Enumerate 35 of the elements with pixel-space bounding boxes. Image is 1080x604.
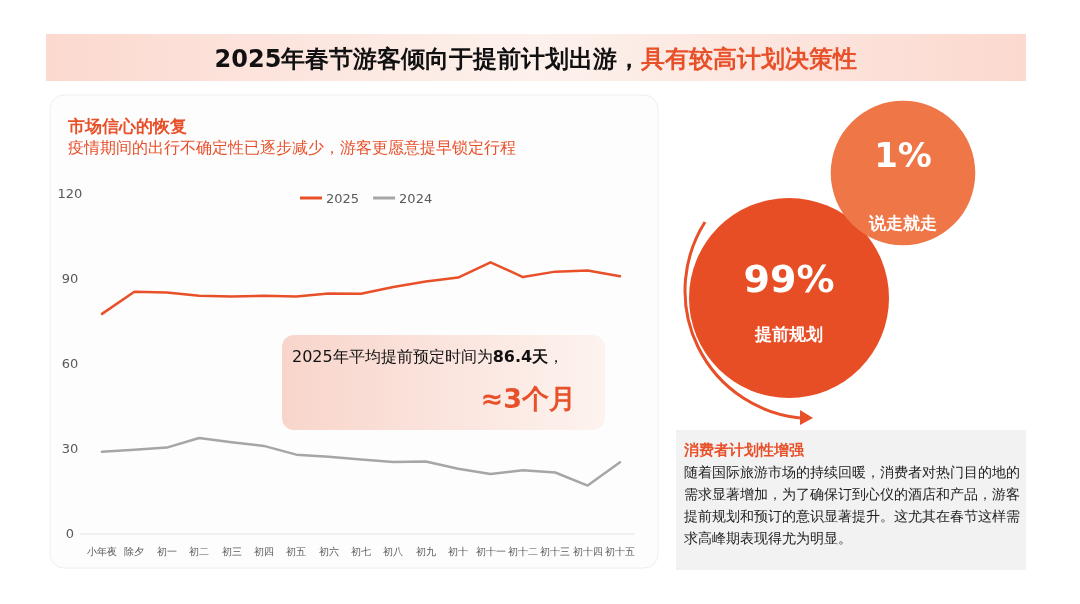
annotation: ≈3个月 [480, 383, 576, 414]
legend-label: 2025 [326, 191, 360, 206]
x-tick-label: 初四 [253, 546, 274, 557]
y-tick-label: 0 [65, 526, 75, 541]
data-label: 1% [874, 135, 932, 175]
y-tick-label: 120 [57, 186, 83, 201]
x-tick-label: 小年夜 [87, 546, 117, 557]
x-tick-label: 初二 [189, 546, 210, 557]
chart-title: 2025年春节游客倾向于提前计划出游，具有较高计划决策性 [214, 45, 858, 73]
x-tick-label: 初五 [286, 546, 307, 557]
x-tick-label: 初十三 [540, 546, 571, 557]
x-tick-label: 初十 [448, 546, 469, 557]
data-label: 99% [743, 257, 835, 301]
y-tick-label: 30 [61, 441, 79, 456]
x-tick-label: 初一 [156, 546, 177, 557]
x-tick-label: 初十一 [475, 546, 506, 557]
x-tick-label: 初十二 [507, 546, 538, 557]
text: 疫情期间的出行不确定性已逐步减少，游客更愿意提早锁定行程 [68, 138, 516, 157]
category-label: 说走就走 [868, 213, 937, 233]
x-tick-label: 初十五 [605, 546, 635, 557]
x-tick-label: 初八 [383, 546, 404, 557]
category-label: 提前规划 [754, 324, 823, 344]
x-tick-label: 初六 [318, 546, 339, 557]
x-tick-label: 初十四 [572, 546, 603, 557]
text: 消费者计划性增强 [683, 441, 805, 459]
x-tick-label: 初七 [351, 546, 371, 557]
annotation: 2025年平均提前预定时间为86.4天， [292, 347, 565, 366]
x-tick-label: 初三 [221, 546, 242, 557]
y-tick-label: 60 [61, 356, 79, 371]
x-tick-label: 初九 [415, 546, 436, 557]
chart-subtitle: 市场信心的恢复 [67, 116, 187, 136]
legend-label: 2024 [399, 191, 433, 206]
text: 随着国际旅游市场的持续回暖，消费者对热门目的地的需求显著增加，为了确保订到心仪的酒店和产品，游客提前规划和预订的意识显著提升。这尤其在春节这样需求高峰期表现得尤为明显。 [684, 464, 1020, 546]
x-tick-label: 除夕 [124, 546, 145, 557]
y-tick-label: 90 [61, 271, 79, 286]
